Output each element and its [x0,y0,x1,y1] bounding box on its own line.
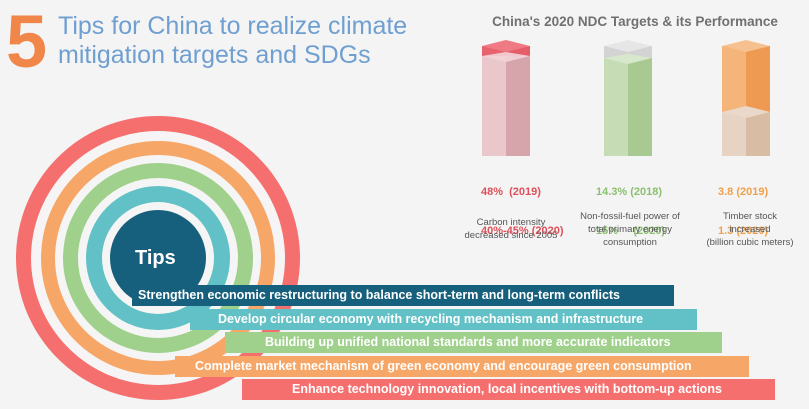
carbon-intensity-cylinder [482,40,530,156]
carbon-intensity-value-2019: 48% (2019) [481,186,541,198]
tip-3-text: Building up unified national standards a… [265,335,671,349]
carbon-intensity-values: 48% (2019) 40%-45% (2020) [481,160,564,251]
tip-2-text: Develop circular economy with recycling … [218,312,644,326]
tip-band-2: Develop circular economy with recycling … [190,309,697,330]
carbon-intensity-value-2020: 40%-45% (2020) [481,225,564,237]
non-fossil-description: Non-fossil-fuel power of total primary e… [580,211,680,248]
page-title: Tips for China to realize climate mitiga… [58,12,458,70]
non-fossil-values: 14.3% (2018) 15% (2020) [596,160,665,251]
tip-band-1: Strengthen economic restructuring to bal… [132,285,674,306]
title-line-1: Tips for China to realize climate [58,12,408,40]
non-fossil-value-2018: 14.3% (2018) [596,186,663,198]
timber-stock-description: Timber stock increased (billion cubic me… [706,211,794,248]
tips-label: Tips [135,247,176,269]
ndc-chart-title: China's 2020 NDC Targets & its Performan… [492,14,778,29]
timber-stock-value-2020: 1.3 (2020) [718,225,769,237]
tip-band-4: Complete market mechanism of green econo… [175,356,749,377]
timber-stock-value-2019: 3.8 (2019) [718,186,769,198]
carbon-intensity-description: Carbon intensity decreased since 2005 [464,217,558,241]
timber-stock-cylinder [722,40,770,156]
title-line-2: mitigation targets and SDGs [58,41,371,69]
non-fossil-value-2020: 15% (2020) [596,225,666,237]
tip-4-text: Complete market mechanism of green econo… [195,359,692,373]
timber-stock-values: 3.8 (2019) 1.3 (2020) [718,160,768,251]
non-fossil-cylinder [604,40,652,156]
tip-band-3: Building up unified national standards a… [225,332,722,353]
number-five: 5 [6,0,48,83]
tip-5-text: Enhance technology innovation, local inc… [292,382,722,396]
tip-1-text: Strengthen economic restructuring to bal… [138,288,621,302]
tip-band-5: Enhance technology innovation, local inc… [242,379,775,400]
